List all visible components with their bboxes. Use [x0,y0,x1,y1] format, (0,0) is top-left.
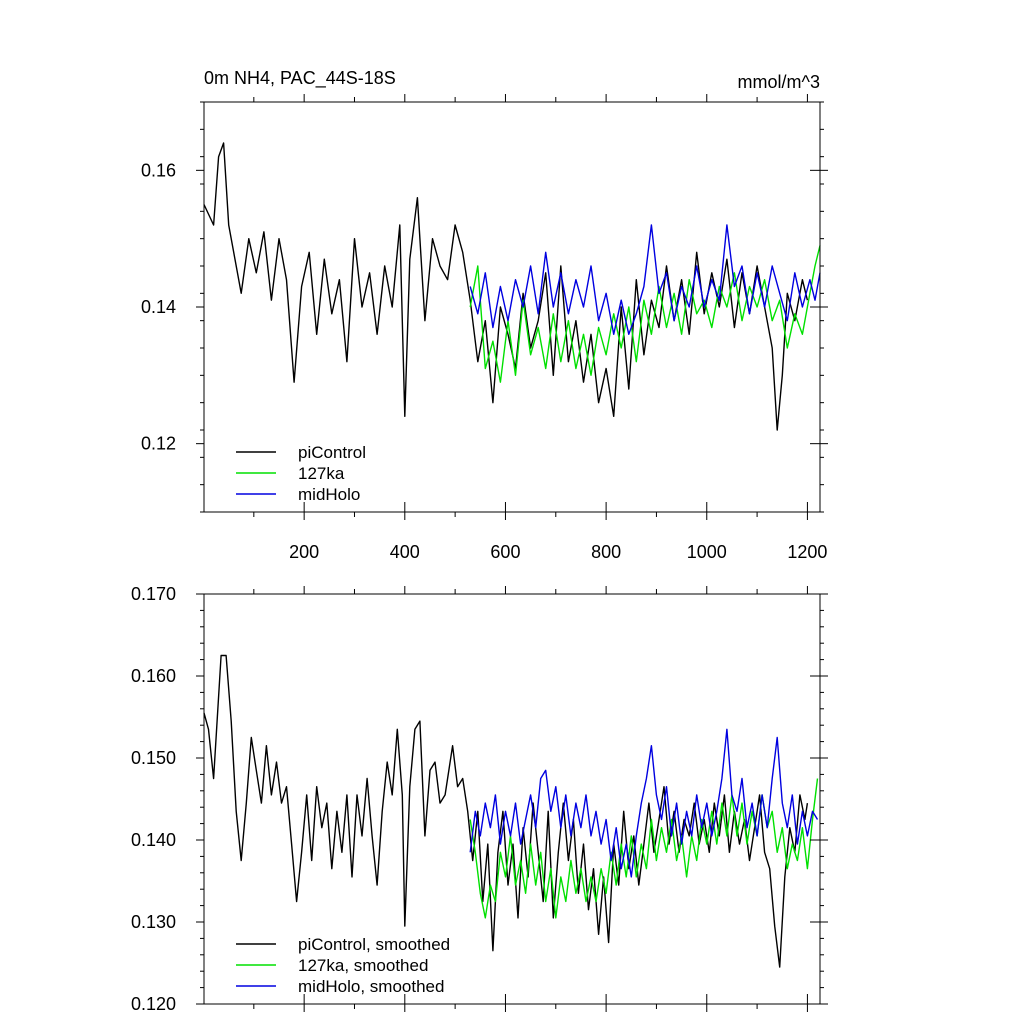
series-line-2 [469,728,819,878]
legend-label: midHolo [298,485,360,504]
x-tick-label: 1000 [687,542,727,562]
series-line-0 [203,654,809,968]
series-line-1 [469,245,821,383]
units-label: mmol/m^3 [738,72,820,92]
x-tick-label: 600 [490,542,520,562]
plot-title: 0m NH4, PAC_44S-18S [204,68,396,89]
x-tick-label: 400 [390,542,420,562]
y-tick-label: 0.14 [141,297,176,317]
x-tick-label: 200 [289,542,319,562]
y-tick-label: 0.170 [131,584,176,604]
top-panel: 200 400 600 800 1000 1200 0.12 0.14 0.16 piContro… [141,94,828,562]
y-tick-label: 0.150 [131,748,176,768]
y-tick-label: 0.140 [131,830,176,850]
y-tick-label: 0.130 [131,912,176,932]
y-tick-label: 0.16 [141,160,176,180]
legend-label: piControl [298,443,366,462]
legend-label: 127ka, smoothed [298,956,428,975]
series-line-0 [203,142,809,431]
x-tick-label: 800 [591,542,621,562]
legend-label: piControl, smoothed [298,935,450,954]
y-tick-label: 0.160 [131,666,176,686]
legend-label: midHolo, smoothed [298,977,444,996]
x-tick-label: 1200 [787,542,827,562]
series-line-2 [469,224,821,335]
y-tick-label: 0.120 [131,994,176,1014]
plot-frame [203,593,821,1005]
y-tick-label: 0.12 [141,434,176,454]
legend-label: 127ka [298,464,345,483]
bottom-panel: 0.120 0.130 0.140 0.150 0.160 0.170 piControl,… [131,584,828,1014]
